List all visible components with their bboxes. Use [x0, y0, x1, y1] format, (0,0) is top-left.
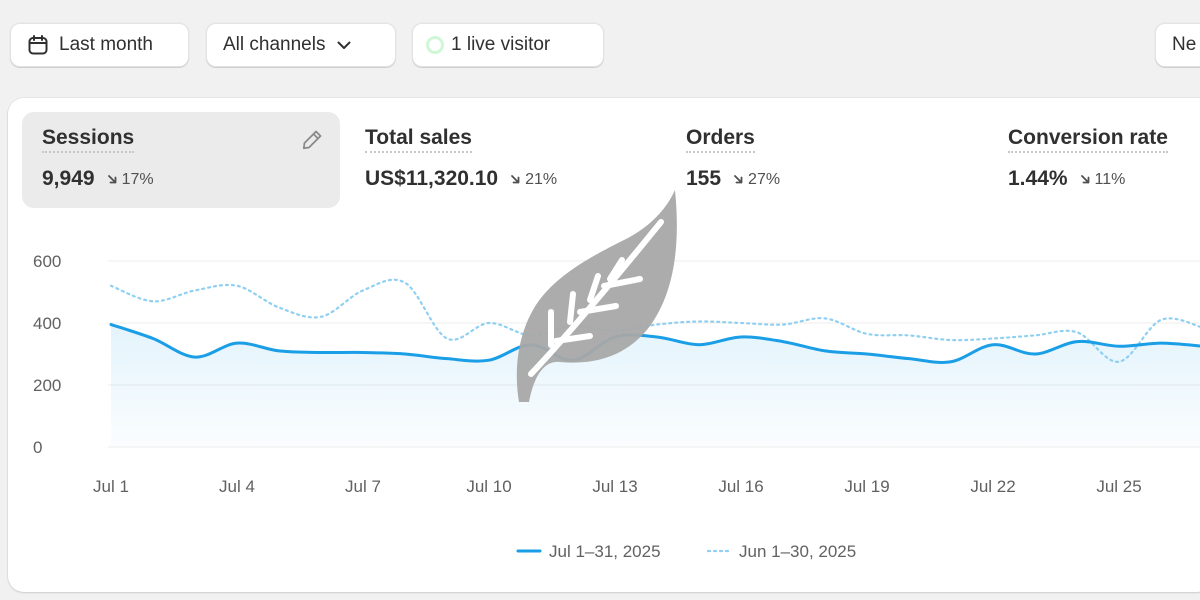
x-tick-label: Jul 19	[844, 477, 889, 496]
metric-delta-value: 17%	[121, 170, 154, 188]
x-tick-label: Jul 13	[592, 477, 637, 496]
x-tick-label: Jul 1	[93, 477, 129, 496]
metric-value: 1.44%	[1008, 167, 1068, 190]
legend-label-current: Jul 1–31, 2025	[549, 542, 661, 561]
metric-value: US$11,320.10	[365, 167, 499, 190]
metric-delta: 21%	[510, 171, 557, 189]
metric-title: Total sales	[365, 126, 472, 153]
arrow-down-right-icon	[734, 175, 743, 184]
x-tick-label: Jul 16	[718, 477, 763, 496]
x-tick-label: Jul 10	[466, 477, 511, 496]
toolbar: Last month All channels 1 live visitor N…	[10, 23, 1200, 69]
y-tick-label: 600	[33, 252, 61, 271]
legend-label-previous: Jun 1–30, 2025	[739, 542, 856, 561]
x-tick-label: Jul 25	[1096, 477, 1141, 496]
metric-delta-value: 21%	[525, 170, 558, 188]
channels-label: All channels	[223, 34, 326, 55]
x-tick-label: Jul 22	[970, 477, 1015, 496]
new-button[interactable]: Ne	[1155, 23, 1200, 67]
y-tick-label: 0	[33, 438, 42, 457]
metric-value: 9,949	[42, 167, 95, 190]
metric-total-sales[interactable]: Total sales US$11,320.10 21%	[345, 112, 655, 208]
live-visitors-button[interactable]: 1 live visitor	[412, 23, 604, 67]
arrow-down-right-icon	[1080, 175, 1089, 184]
current-series-area	[111, 324, 1200, 447]
arrow-down-right-icon	[107, 175, 116, 184]
metric-title: Sessions	[42, 126, 135, 153]
live-visitors-label: 1 live visitor	[451, 34, 551, 55]
pencil-icon[interactable]	[300, 128, 324, 152]
date-range-button[interactable]: Last month	[10, 23, 189, 67]
date-range-label: Last month	[59, 34, 153, 55]
metric-orders[interactable]: Orders 155 27%	[666, 112, 976, 208]
arrow-down-right-icon	[511, 175, 520, 184]
metric-value: 155	[686, 167, 722, 190]
metric-title: Conversion rate	[1008, 126, 1168, 153]
metric-delta: 17%	[107, 171, 154, 189]
y-tick-label: 200	[33, 376, 61, 395]
metric-conversion-rate[interactable]: Conversion rate 1.44% 11%	[988, 112, 1200, 208]
channels-dropdown[interactable]: All channels	[206, 23, 396, 67]
x-tick-label: Jul 7	[345, 477, 381, 496]
metric-delta-value: 11%	[1094, 170, 1126, 188]
x-tick-label: Jul 4	[219, 477, 255, 496]
chevron-down-icon	[337, 41, 351, 49]
calendar-icon	[28, 35, 48, 55]
metric-delta: 11%	[1080, 170, 1126, 189]
metric-sessions[interactable]: Sessions 9,949 17%	[22, 112, 340, 208]
metric-delta-value: 27%	[748, 170, 781, 188]
metric-title: Orders	[686, 126, 755, 153]
metric-delta: 27%	[733, 171, 780, 189]
y-tick-label: 400	[33, 314, 61, 333]
new-button-label: Ne	[1172, 34, 1197, 55]
